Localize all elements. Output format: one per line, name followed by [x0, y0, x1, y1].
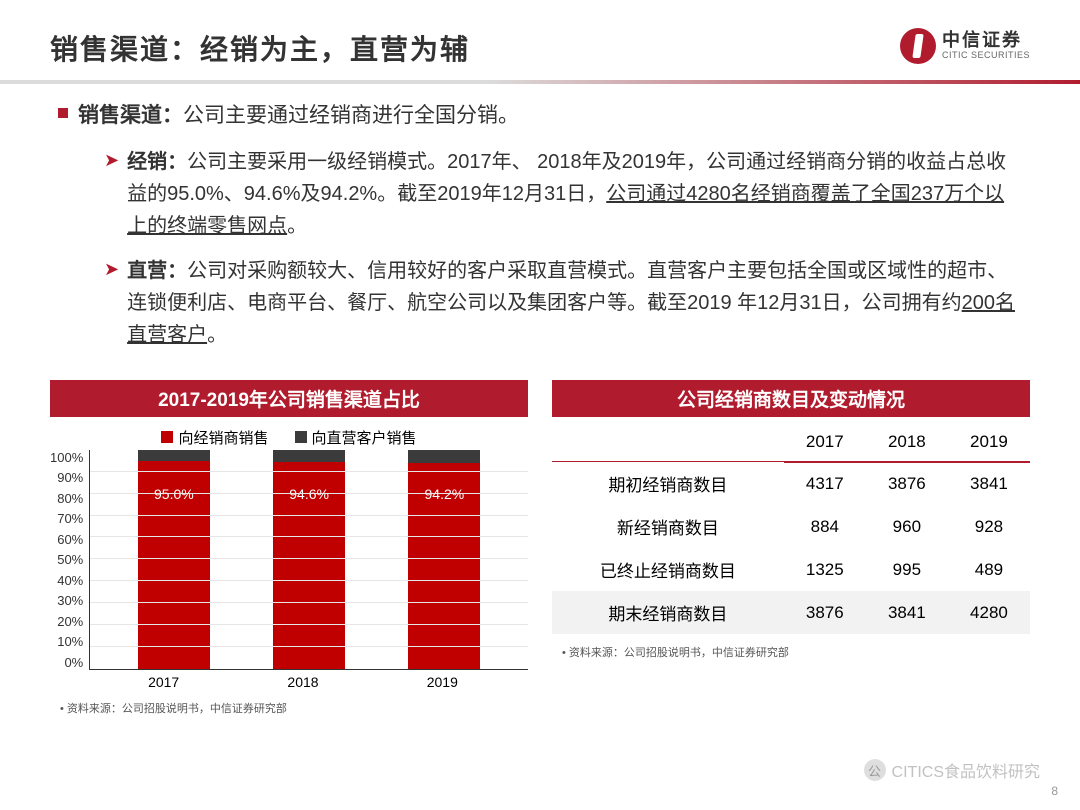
chevron-icon: ➤ [104, 146, 119, 243]
legend-item: 向经销商销售 [161, 427, 268, 448]
bullet-body: 经销：公司主要采用一级经销模式。2017年、 2018年及2019年，公司通过经… [127, 146, 1022, 243]
bar-column: 94.2% [408, 450, 480, 669]
lead-text: 销售渠道：公司主要通过经销商进行全国分销。 [78, 100, 519, 132]
chart-title: 2017-2019年公司销售渠道占比 [50, 380, 528, 417]
wechat-icon: 公 [864, 759, 886, 781]
distributor-table: 201720182019期初经销商数目431738763841新经销商数目884… [552, 423, 1030, 635]
header-divider [0, 80, 1080, 84]
table-panel: 公司经销商数目及变动情况 201720182019期初经销商数目43173876… [552, 380, 1030, 716]
chart-area: 100%90%80%70%60%50%40%30%20%10%0% 95.0%9… [50, 450, 528, 670]
plot-area: 95.0% 94.6% 94.2% [89, 450, 528, 670]
table-title: 公司经销商数目及变动情况 [552, 380, 1030, 417]
legend-item: 向直营客户销售 [295, 427, 417, 448]
bullet-item: ➤ 经销：公司主要采用一级经销模式。2017年、 2018年及2019年，公司通… [104, 146, 1022, 243]
logo: 中信证券 CITIC SECURITIES [900, 28, 1030, 64]
x-axis: 201720182019 [50, 670, 528, 690]
legend-swatch [295, 431, 307, 443]
logo-icon [900, 28, 936, 64]
chevron-icon: ➤ [104, 255, 119, 352]
watermark-text: CITICS食品饮料研究 [892, 758, 1040, 782]
panels: 2017-2019年公司销售渠道占比 向经销商销售 向直营客户销售 100%90… [0, 380, 1080, 716]
bullet-body: 直营：公司对采购额较大、信用较好的客户采取直营模式。直营客户主要包括全国或区域性… [127, 255, 1022, 352]
legend-swatch [161, 431, 173, 443]
bullet-list: ➤ 经销：公司主要采用一级经销模式。2017年、 2018年及2019年，公司通… [58, 146, 1022, 352]
bar-column: 94.6% [273, 450, 345, 669]
square-bullet-icon [58, 108, 68, 118]
y-axis: 100%90%80%70%60%50%40%30%20%10%0% [50, 450, 89, 670]
page-number: 8 [1051, 784, 1058, 798]
chart-panel: 2017-2019年公司销售渠道占比 向经销商销售 向直营客户销售 100%90… [50, 380, 528, 716]
bar-column: 95.0% [138, 450, 210, 669]
table-source: 资料来源：公司招股说明书，中信证券研究部 [552, 644, 1030, 660]
logo-en: CITIC SECURITIES [942, 51, 1030, 61]
chart-source: 资料来源：公司招股说明书，中信证券研究部 [50, 700, 528, 716]
page-title: 销售渠道：经销为主，直营为辅 [50, 28, 470, 68]
chart-legend: 向经销商销售 向直营客户销售 [50, 427, 528, 448]
lead-row: 销售渠道：公司主要通过经销商进行全国分销。 [58, 100, 1022, 132]
watermark: 公 CITICS食品饮料研究 [864, 758, 1040, 782]
bars: 95.0% 94.6% 94.2% [90, 450, 528, 669]
header: 销售渠道：经销为主，直营为辅 中信证券 CITIC SECURITIES [0, 0, 1080, 76]
logo-cn: 中信证券 [942, 31, 1030, 51]
content: 销售渠道：公司主要通过经销商进行全国分销。 ➤ 经销：公司主要采用一级经销模式。… [0, 100, 1080, 374]
bullet-item: ➤ 直营：公司对采购额较大、信用较好的客户采取直营模式。直营客户主要包括全国或区… [104, 255, 1022, 352]
lead-label: 销售渠道： [78, 104, 183, 127]
lead-body: 公司主要通过经销商进行全国分销。 [183, 104, 519, 127]
